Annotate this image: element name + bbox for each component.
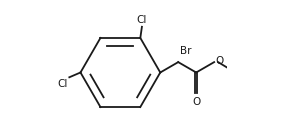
Text: O: O — [216, 55, 224, 65]
Text: Cl: Cl — [137, 15, 147, 25]
Text: O: O — [192, 97, 200, 107]
Text: Br: Br — [180, 46, 191, 56]
Text: Cl: Cl — [57, 79, 68, 89]
